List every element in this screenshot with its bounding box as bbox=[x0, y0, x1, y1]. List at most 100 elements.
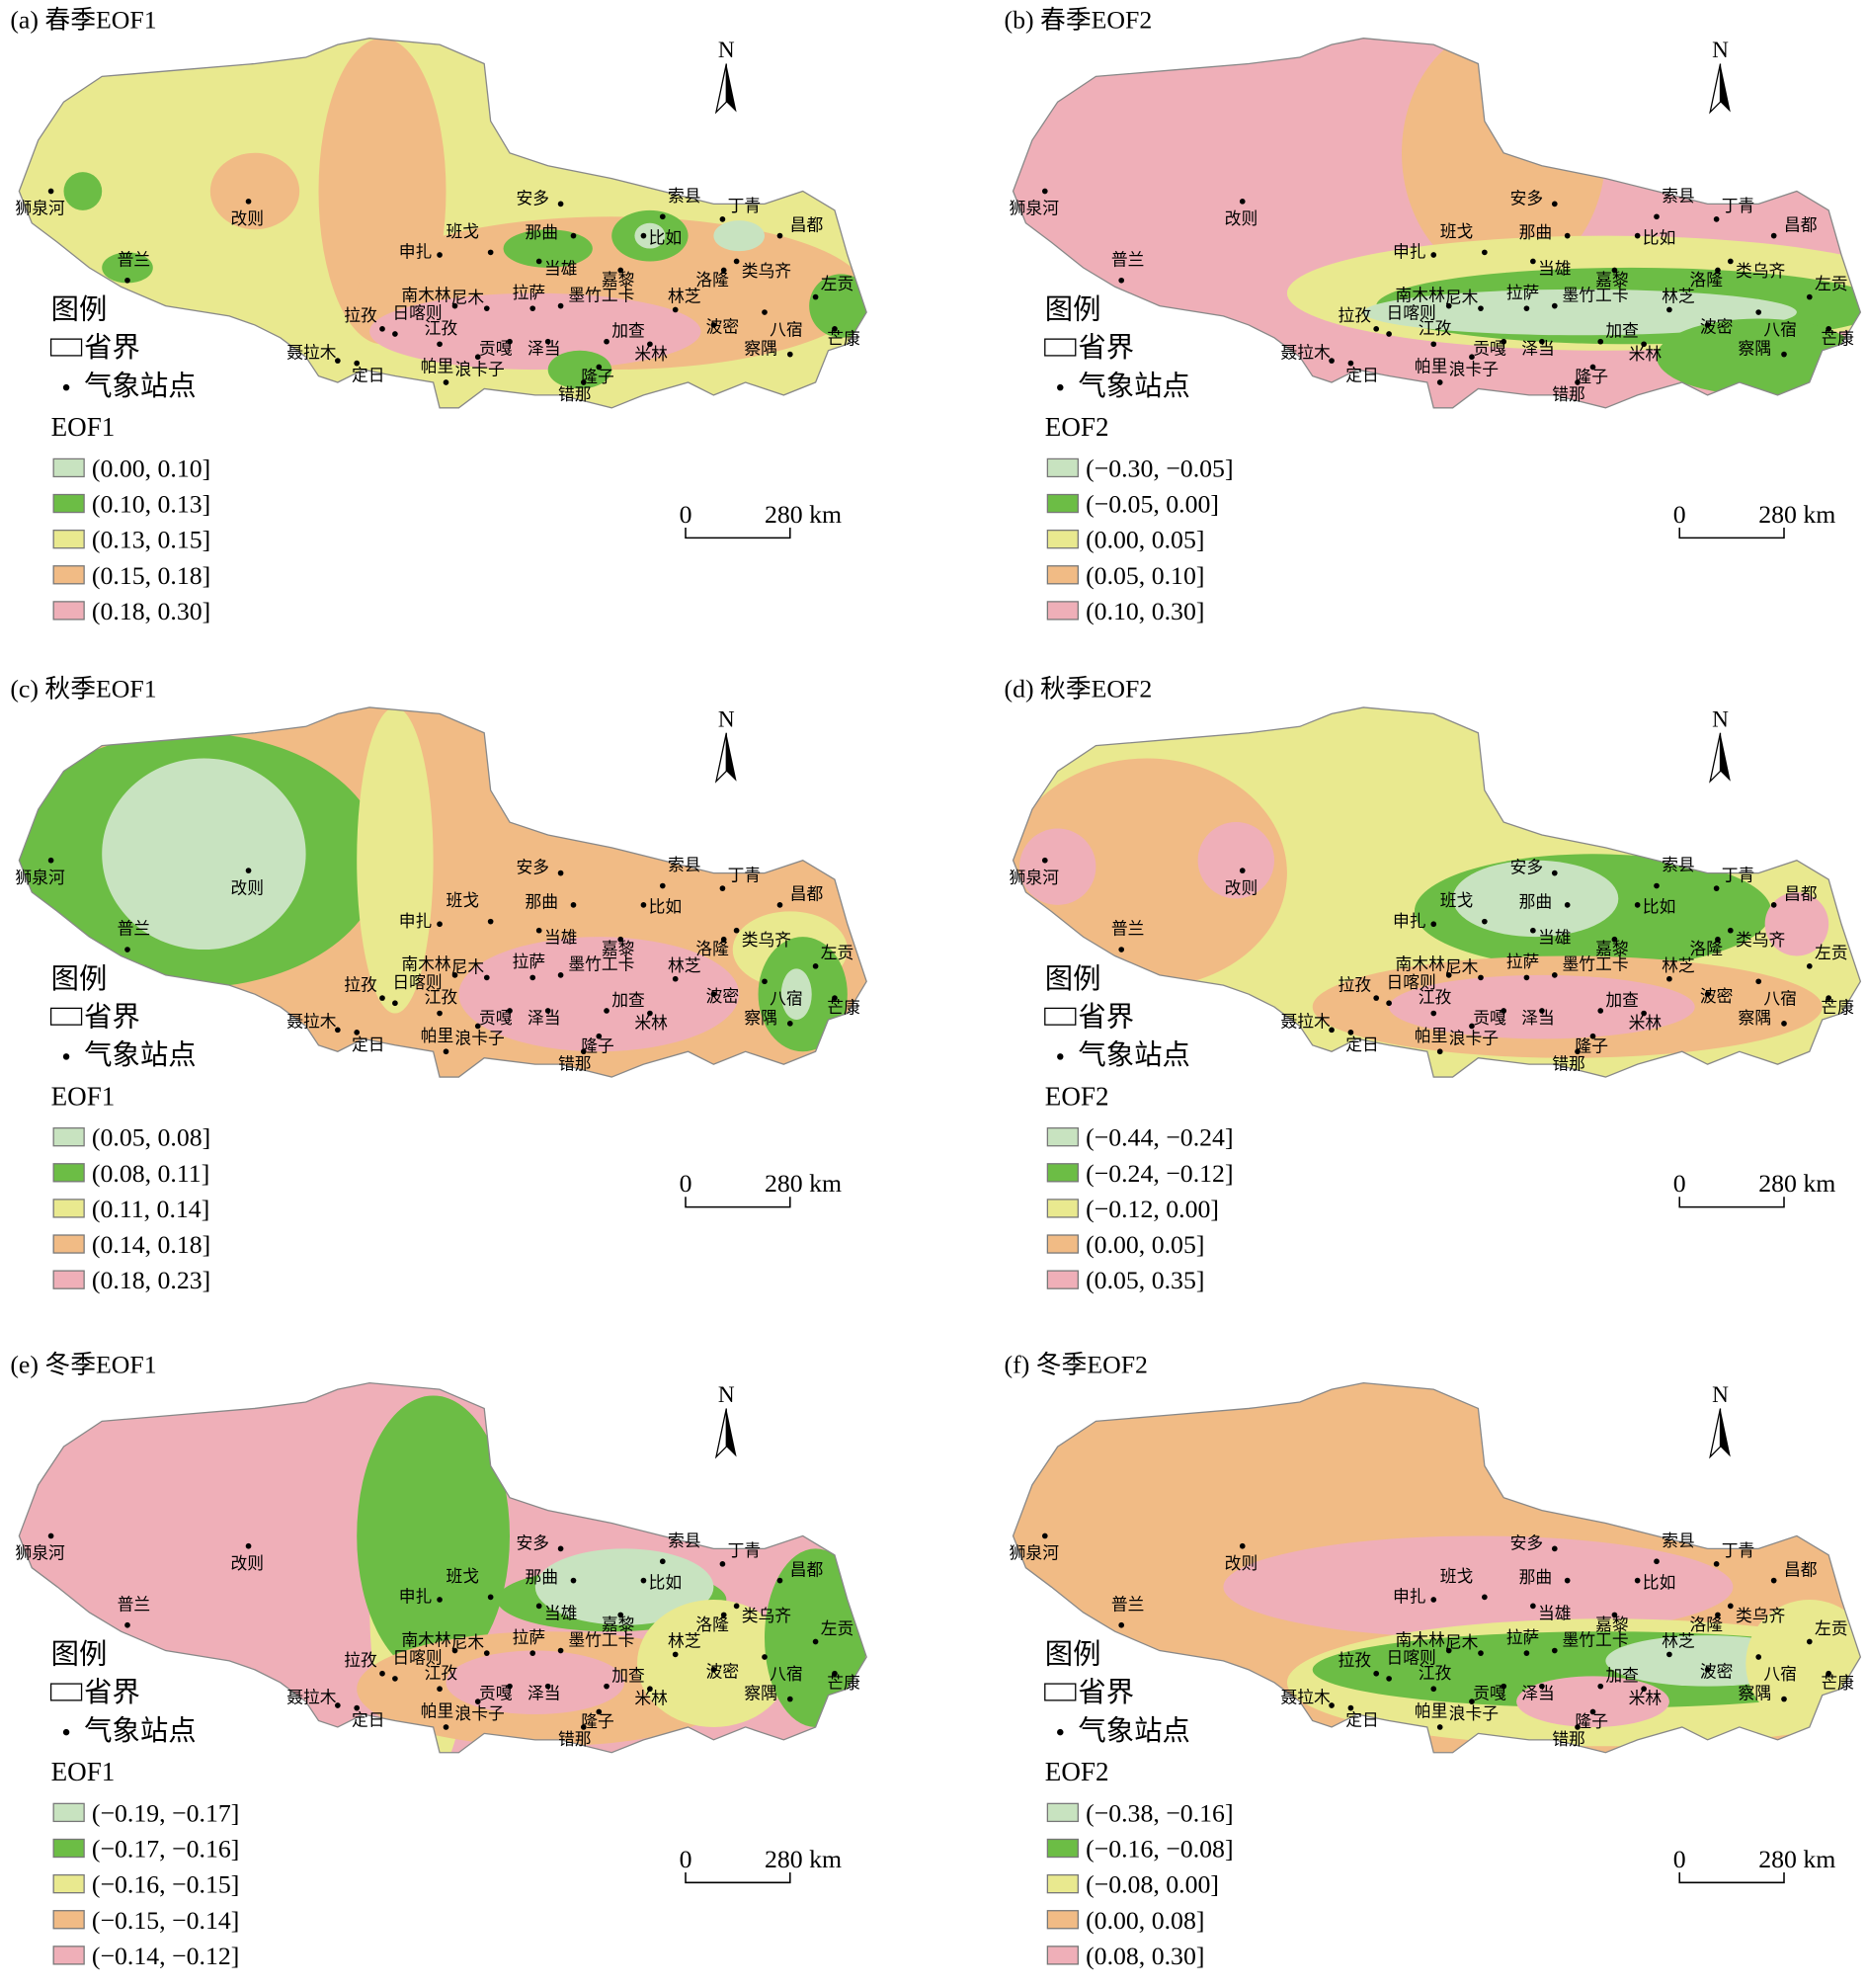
station-label: 江孜 bbox=[1419, 988, 1452, 1007]
station-label: 浪卡子 bbox=[1449, 1030, 1499, 1048]
station-label: 泽当 bbox=[1521, 1009, 1555, 1028]
north-arrow bbox=[1720, 732, 1731, 782]
station-dot bbox=[544, 1008, 551, 1014]
station-label: 狮泉河 bbox=[1010, 869, 1060, 887]
legend-swatch bbox=[1046, 1163, 1079, 1183]
legend-swatch bbox=[52, 1910, 85, 1930]
station-dot bbox=[379, 1670, 385, 1677]
station-dot bbox=[507, 1008, 513, 1014]
station-dot bbox=[1826, 995, 1831, 1001]
panel-title: (f) 冬季EOF2 bbox=[1005, 1350, 1148, 1378]
station-label: 拉萨 bbox=[513, 1628, 546, 1647]
station-label: 波密 bbox=[1700, 1663, 1734, 1682]
station-label: 林芝 bbox=[668, 1632, 701, 1651]
station-label: 昌都 bbox=[1784, 215, 1818, 234]
north-arrow bbox=[726, 1408, 737, 1457]
station-label: 定日 bbox=[352, 1035, 385, 1054]
region bbox=[809, 274, 867, 338]
station-label: 改则 bbox=[230, 209, 264, 228]
station-label: 索县 bbox=[668, 1532, 701, 1550]
station-label: 南木林 bbox=[401, 955, 451, 974]
station-dot bbox=[1704, 1667, 1711, 1673]
station-dot bbox=[1430, 921, 1437, 928]
station-label: 尼木 bbox=[1445, 1633, 1479, 1652]
station-dot bbox=[1654, 213, 1660, 220]
station-dot bbox=[776, 1577, 783, 1584]
scale-bar bbox=[685, 1872, 791, 1884]
legend-swatch bbox=[52, 1270, 85, 1289]
station-dot bbox=[1478, 305, 1484, 312]
station-dot bbox=[1641, 341, 1647, 348]
legend-station: 气象站点 bbox=[1078, 371, 1190, 402]
station-dot bbox=[1539, 1683, 1545, 1690]
station-dot bbox=[596, 1708, 603, 1715]
panel-title: (b) 春季EOF2 bbox=[1005, 5, 1153, 34]
station-dot bbox=[1539, 338, 1545, 345]
legend-class-label: (−0.44, −0.24] bbox=[1086, 1123, 1233, 1152]
station-dot bbox=[443, 1048, 449, 1055]
legend-title: 图例 bbox=[51, 1638, 108, 1670]
station-label: 芒康 bbox=[1821, 1674, 1854, 1693]
station-label: 申扎 bbox=[399, 1588, 433, 1607]
province-boundary bbox=[1012, 1381, 1862, 1754]
legend-variable: EOF2 bbox=[1045, 1081, 1109, 1111]
legend-boundary-swatch bbox=[49, 1683, 83, 1701]
station-label: 八宿 bbox=[1763, 320, 1797, 339]
station-label: 江孜 bbox=[425, 1664, 458, 1683]
legend-swatch bbox=[1046, 1838, 1079, 1859]
station-label: 察隅 bbox=[1739, 1009, 1772, 1028]
station-dot bbox=[1611, 936, 1618, 943]
station-dot bbox=[1430, 1010, 1437, 1017]
panel-title: (d) 秋季EOF2 bbox=[1005, 675, 1153, 704]
station-dot bbox=[1713, 885, 1720, 891]
legend-swatch bbox=[52, 457, 85, 478]
legend-station: 气象站点 bbox=[84, 1039, 197, 1071]
station-dot bbox=[812, 1638, 819, 1645]
station-label: 隆子 bbox=[1575, 1712, 1608, 1731]
station-label: 改则 bbox=[1225, 209, 1258, 228]
station-label: 昌都 bbox=[790, 885, 824, 904]
station-dot bbox=[1713, 216, 1720, 222]
station-label: 类乌齐 bbox=[1736, 262, 1786, 281]
north-label: N bbox=[718, 38, 735, 63]
station-dot bbox=[392, 331, 398, 337]
station-label: 贡嘎 bbox=[1473, 1685, 1506, 1703]
scale-start: 0 bbox=[1673, 1169, 1686, 1198]
station-dot bbox=[1564, 902, 1571, 908]
legend-swatch bbox=[1046, 1270, 1079, 1289]
station-dot bbox=[1329, 1027, 1335, 1034]
station-label: 江孜 bbox=[425, 988, 458, 1007]
north-label: N bbox=[1712, 38, 1729, 63]
province-boundary bbox=[1012, 38, 1862, 409]
station-label: 安多 bbox=[516, 189, 549, 207]
station-label: 定日 bbox=[352, 1711, 385, 1730]
station-label: 比如 bbox=[649, 1573, 683, 1592]
station-label: 米林 bbox=[634, 1690, 668, 1708]
station-dot bbox=[617, 936, 624, 943]
legend-swatch bbox=[52, 601, 85, 621]
station-dot bbox=[720, 267, 727, 274]
station-label: 班戈 bbox=[1440, 891, 1474, 910]
station-dot bbox=[1530, 927, 1536, 934]
north-arrow bbox=[714, 1408, 727, 1459]
region bbox=[713, 220, 765, 252]
station-label: 昌都 bbox=[790, 1560, 824, 1579]
station-label: 嘉黎 bbox=[602, 271, 635, 290]
station-label: 贡嘎 bbox=[479, 340, 513, 359]
map-panel: (b) 春季EOF2 狮泉河改则普兰 安多班戈 那曲 索县比如 丁青昌都申扎当雄嘉黎 洛隆类… bbox=[1005, 5, 1862, 625]
scale-end: 280 km bbox=[1758, 1169, 1835, 1198]
legend-station-dot bbox=[62, 1053, 70, 1060]
station-label: 比如 bbox=[649, 228, 683, 247]
station-dot bbox=[483, 974, 490, 981]
station-dot bbox=[1347, 360, 1354, 367]
legend-boundary-swatch bbox=[1044, 338, 1077, 357]
station-label: 拉孜 bbox=[344, 1651, 377, 1670]
legend-class-label: (0.13, 0.15] bbox=[92, 526, 210, 554]
legend-swatch bbox=[1046, 1946, 1079, 1965]
legend-class-label: (0.11, 0.14] bbox=[92, 1195, 209, 1223]
station-dot bbox=[392, 1676, 398, 1682]
region bbox=[1452, 860, 1619, 938]
station-label: 察隅 bbox=[744, 340, 777, 359]
station-dot bbox=[437, 252, 443, 258]
legend-title: 图例 bbox=[1045, 963, 1101, 995]
